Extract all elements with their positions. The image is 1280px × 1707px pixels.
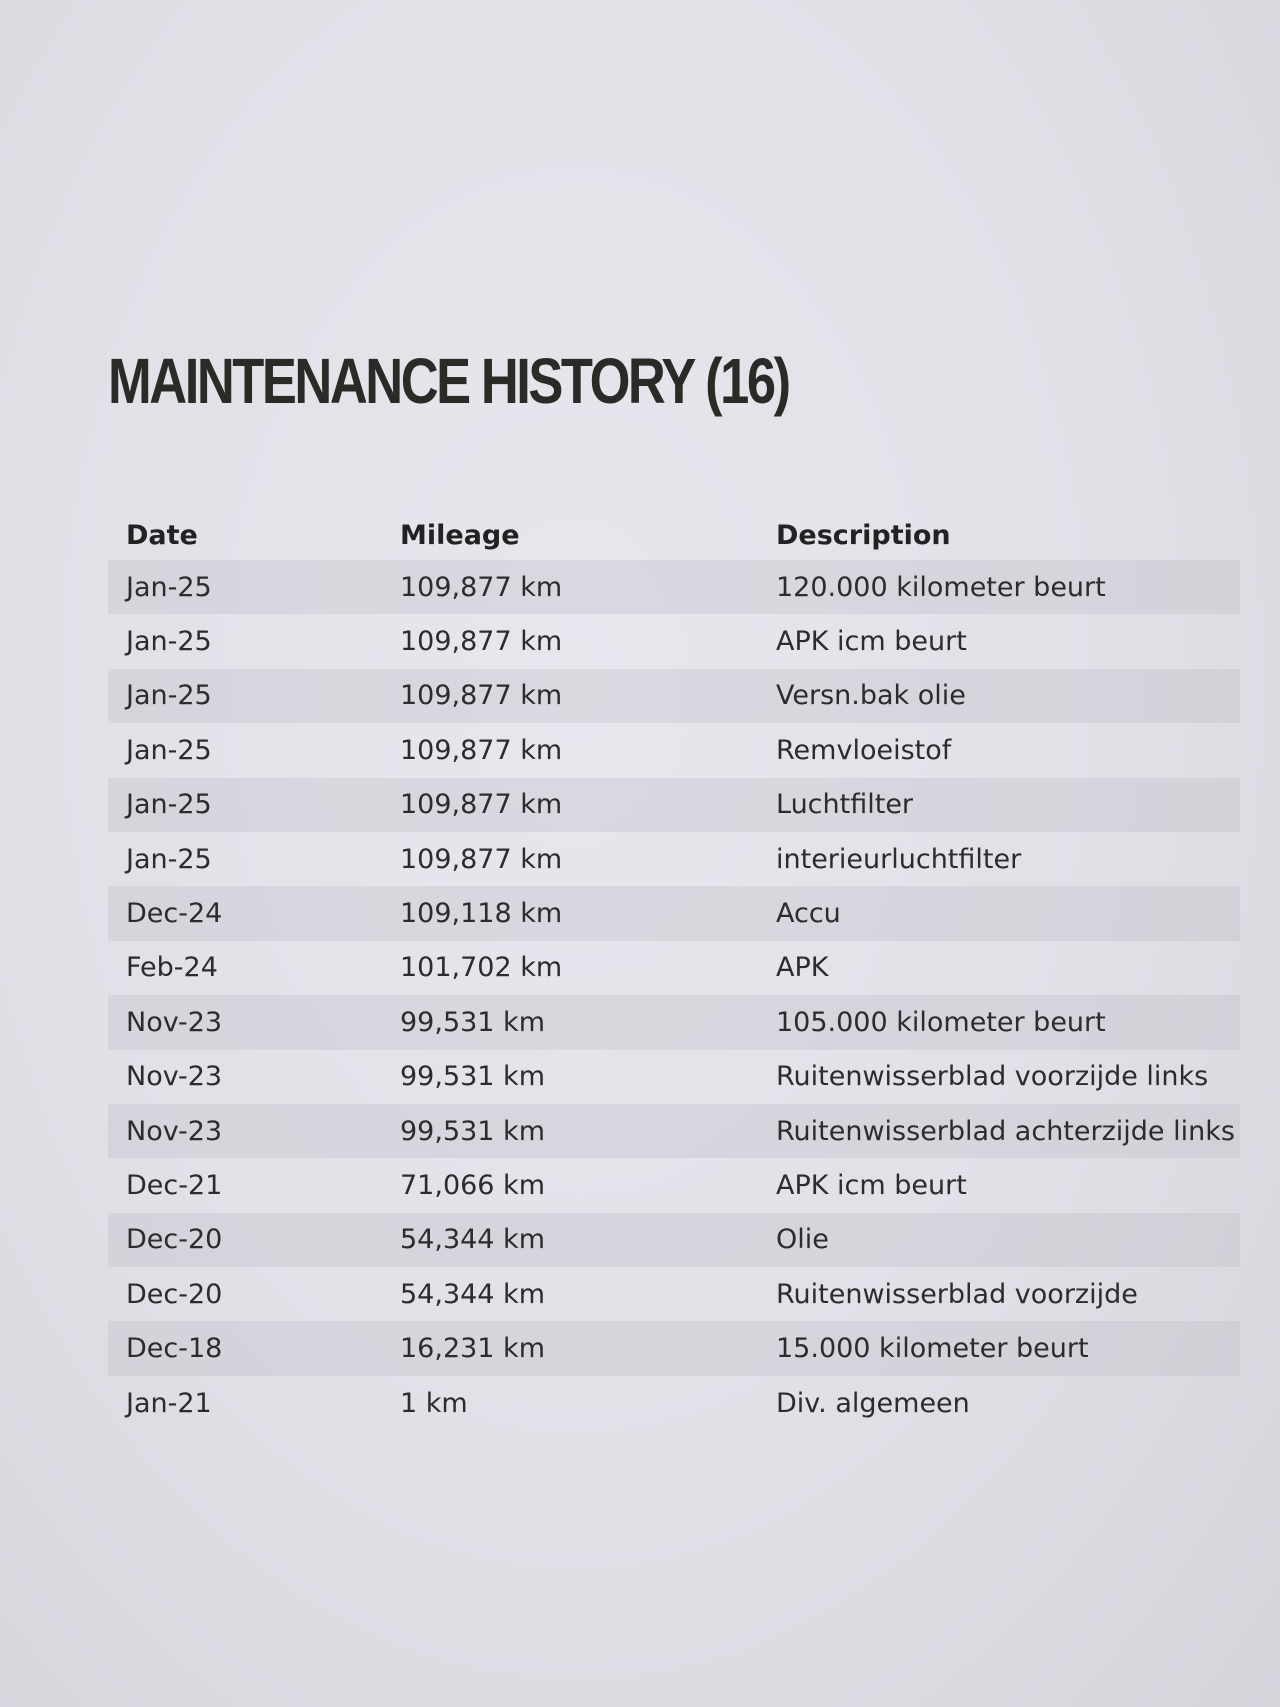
cell-mileage: 54,344 km: [382, 1212, 758, 1268]
table-row: Feb-24 101,702 km APK: [108, 941, 1240, 995]
cell-description: Ruitenwisserblad voorzijde links: [776, 1061, 1209, 1093]
cell-mileage: 99,531 km: [400, 1061, 545, 1093]
cell-mileage: 16,231 km: [382, 1321, 758, 1376]
cell-date: Dec-20: [126, 1278, 223, 1310]
cell-date: Dec-24: [108, 886, 382, 941]
cell-date: Jan-25: [108, 560, 382, 615]
cell-mileage: 101,702 km: [400, 952, 563, 984]
cell-mileage: 99,531 km: [382, 995, 758, 1050]
cell-date: Nov-23: [108, 995, 382, 1050]
cell-description: APK: [776, 952, 829, 984]
cell-description: APK icm beurt: [776, 626, 967, 658]
cell-mileage: 54,344 km: [400, 1278, 545, 1310]
header-date: Date: [126, 519, 198, 551]
table-row: Nov-23 99,531 km Ruitenwisserblad achter…: [108, 1103, 1240, 1159]
cell-description: interieurluchtfilter: [776, 843, 1022, 875]
cell-description: Accu: [758, 886, 1240, 941]
table-row: Jan-25 109,877 km Remvloeistof: [108, 723, 1240, 777]
cell-description: Luchtfilter: [758, 777, 1240, 832]
cell-date: Dec-18: [108, 1321, 382, 1376]
cell-description: APK icm beurt: [776, 1169, 967, 1201]
cell-description: Ruitenwisserblad voorzijde: [776, 1278, 1138, 1310]
table-header-row: Date Mileage Description: [108, 510, 1240, 560]
cell-description: Remvloeistof: [776, 734, 952, 766]
cell-mileage: 1 km: [400, 1387, 468, 1419]
cell-date: Jan-25: [126, 626, 212, 658]
cell-date: Feb-24: [126, 952, 218, 984]
cell-description: Olie: [758, 1212, 1240, 1268]
header-description: Description: [776, 519, 951, 551]
table-row: Nov-23 99,531 km 105.000 kilometer beurt: [108, 995, 1240, 1050]
page-title: MAINTENANCE HISTORY (16): [108, 345, 791, 417]
table-row: Jan-25 109,877 km Versn.bak olie: [108, 668, 1240, 724]
table-row: Dec-21 71,066 km APK icm beurt: [108, 1158, 1240, 1212]
cell-mileage: 109,877 km: [400, 843, 563, 875]
cell-date: Jan-25: [108, 777, 382, 832]
cell-description: Ruitenwisserblad achterzijde links: [758, 1103, 1240, 1159]
cell-mileage: 109,877 km: [400, 626, 563, 658]
cell-description: Div. algemeen: [776, 1387, 970, 1419]
cell-mileage: 99,531 km: [382, 1103, 758, 1159]
cell-mileage: 109,877 km: [400, 734, 563, 766]
table-row: Jan-21 1 km Div. algemeen: [108, 1376, 1240, 1430]
cell-date: Nov-23: [108, 1103, 382, 1159]
cell-description: 120.000 kilometer beurt: [758, 560, 1240, 615]
maintenance-table: Date Mileage Description Jan-25 109,877 …: [108, 510, 1240, 1430]
table-row: Jan-25 109,877 km APK icm beurt: [108, 614, 1240, 668]
cell-date: Jan-25: [126, 843, 212, 875]
table-row: Nov-23 99,531 km Ruitenwisserblad voorzi…: [108, 1050, 1240, 1104]
table-row: Jan-25 109,877 km Luchtfilter: [108, 777, 1240, 832]
table-row: Dec-24 109,118 km Accu: [108, 886, 1240, 941]
cell-mileage: 109,877 km: [382, 560, 758, 615]
cell-description: 105.000 kilometer beurt: [758, 995, 1240, 1050]
cell-description: 15.000 kilometer beurt: [758, 1321, 1240, 1376]
cell-date: Nov-23: [126, 1061, 223, 1093]
cell-mileage: 109,118 km: [382, 886, 758, 941]
cell-mileage: 109,877 km: [382, 668, 758, 724]
cell-date: Jan-25: [126, 734, 212, 766]
cell-date: Jan-25: [108, 668, 382, 724]
cell-mileage: 109,877 km: [382, 777, 758, 832]
header-mileage: Mileage: [400, 519, 520, 551]
cell-date: Jan-21: [126, 1387, 212, 1419]
table-row: Dec-20 54,344 km Ruitenwisserblad voorzi…: [108, 1267, 1240, 1321]
cell-date: Dec-21: [126, 1169, 223, 1201]
table-row: Jan-25 109,877 km 120.000 kilometer beur…: [108, 560, 1240, 615]
table-row: Dec-18 16,231 km 15.000 kilometer beurt: [108, 1321, 1240, 1376]
cell-date: Dec-20: [108, 1212, 382, 1268]
table-row: Jan-25 109,877 km interieurluchtfilter: [108, 832, 1240, 886]
cell-description: Versn.bak olie: [758, 668, 1240, 724]
cell-mileage: 71,066 km: [400, 1169, 545, 1201]
table-row: Dec-20 54,344 km Olie: [108, 1212, 1240, 1268]
